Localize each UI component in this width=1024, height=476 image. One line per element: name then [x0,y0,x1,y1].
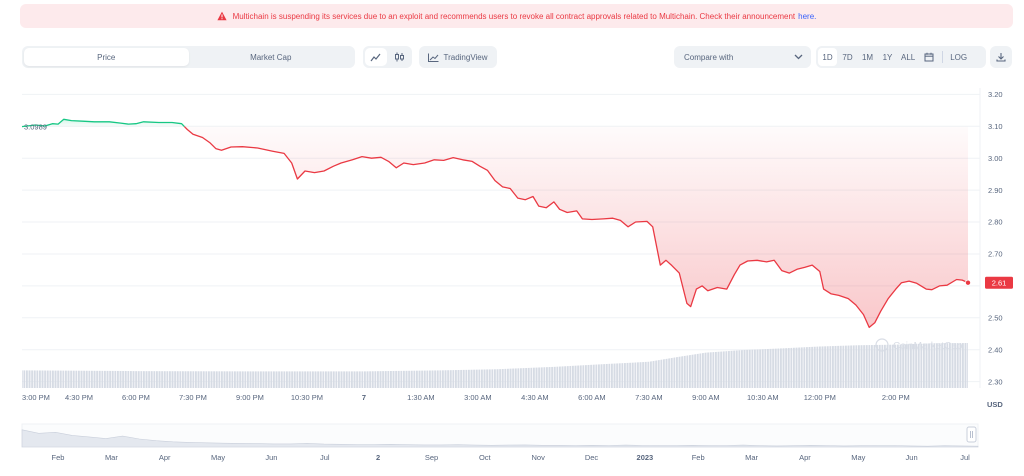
range-1d[interactable]: 1D [818,48,837,66]
overview-month-label: Feb [52,453,65,462]
overview-month-label: May [211,453,225,462]
overview-month-label: Jul [320,453,330,462]
alert-message: Multichain is suspending its services du… [233,12,817,21]
download-button[interactable] [990,46,1012,68]
overview-month-label: 2023 [637,453,654,462]
x-tick-label: 6:00 PM [122,393,150,402]
candlestick-button[interactable] [389,48,411,66]
x-tick-label: 7 [362,393,366,402]
y-tick-label: 2.90 [988,186,1003,195]
open-price-label: 3.0989 [24,122,47,131]
x-axis: 3:00 PM 4:30 PM 6:00 PM 7:30 PM 9:00 PM 10:30… [22,393,910,402]
y-tick-label: 3.00 [988,154,1003,163]
overview-month-label: Sep [425,453,438,462]
price-area [22,119,968,328]
price-area-down [184,126,968,328]
price-chart[interactable]: CoinMarketCap 3.203.103.002.902.802.702.… [0,80,1024,412]
price-line-down [183,126,969,329]
calendar-icon [924,52,934,62]
alert-banner: Multichain is suspending its services du… [20,4,1013,28]
download-icon [996,53,1006,62]
x-tick-label: 9:00 PM [236,393,264,402]
warning-icon [217,11,227,21]
x-tick-label: 3:00 PM [22,393,50,402]
tab-market-cap[interactable]: Market Cap [250,52,292,62]
line-chart-icon [370,53,381,61]
tradingview-button[interactable]: TradingView [419,46,497,68]
tradingview-label: TradingView [443,52,488,62]
price-line [21,118,969,329]
open-price-marker: 3.0989 [24,122,47,131]
overview-month-label: Mar [745,453,758,462]
y-tick-label: 2.50 [988,313,1003,322]
x-tick-label: 10:30 AM [747,393,779,402]
x-tick-label: 1:30 AM [407,393,435,402]
log-scale-toggle[interactable]: LOG [950,52,968,62]
overview-month-label: Jul [960,453,970,462]
tab-price[interactable]: Price [24,48,189,66]
overview-month-label: Feb [692,453,705,462]
overview-month-labels: Feb Mar Apr May Jun Jul 2 Sep Oct Nov Dec 2023 Feb Ma… [52,453,971,462]
overview-month-label: Jun [906,453,918,462]
y-tick-label: 3.10 [988,122,1003,131]
range-all[interactable]: ALL [901,52,916,62]
x-tick-label: 7:30 PM [179,393,207,402]
metric-toggle: Price Market Cap [22,46,355,68]
currency-label: USD [987,400,1003,409]
overview-month-label: Mar [105,453,118,462]
x-tick-label: 7:30 AM [635,393,663,402]
current-price-marker: 2.61 [965,276,1013,289]
navigator-handle[interactable] [966,426,977,443]
candlestick-icon [394,52,404,62]
y-tick-label: 2.40 [988,345,1003,354]
y-tick-label: 2.30 [988,377,1003,386]
overview-month-label: Apr [799,453,811,462]
x-tick-label: 2:00 PM [882,393,910,402]
range-1m[interactable]: 1M [861,52,874,62]
overview-month-label: May [851,453,865,462]
range-divider [942,51,944,63]
volume-area [22,343,968,388]
overview-navigator[interactable]: Feb Mar Apr May Jun Jul 2 Sep Oct Nov Dec 2023 Feb Ma… [0,420,1024,476]
x-tick-label: 4:30 PM [65,393,93,402]
price-line-up [21,118,185,128]
overview-month-label: Dec [585,453,599,462]
announcement-link[interactable]: here. [798,11,817,21]
overview-month-label: Jun [265,453,277,462]
chart-type-toggle [363,46,412,68]
range-7d[interactable]: 7D [842,52,853,62]
x-tick-label: 3:00 AM [464,393,492,402]
y-tick-label: 2.70 [988,250,1003,259]
overview-month-label: Nov [532,453,546,462]
range-selector: 1D 7D 1M 1Y ALL LOG [816,46,986,68]
compare-label: Compare with [684,52,734,62]
x-tick-label: 12:00 PM [804,393,836,402]
compare-dropdown[interactable]: Compare with [674,46,811,68]
tradingview-chart-icon [428,53,439,62]
y-tick-label: 3.20 [988,90,1003,99]
overview-month-label: Oct [479,453,492,462]
x-tick-label: 6:00 AM [578,393,606,402]
range-1y[interactable]: 1Y [882,52,893,62]
overview-area [21,429,979,448]
overview-month-label: 2 [376,453,380,462]
x-tick-label: 4:30 AM [521,393,549,402]
volume-bars [22,343,968,388]
x-tick-label: 10:30 PM [291,393,323,402]
current-price-dot [965,279,972,286]
date-range-button[interactable] [919,48,938,66]
overview-month-label: Apr [159,453,171,462]
line-chart-button[interactable] [365,48,387,66]
chevron-down-icon [794,54,803,60]
current-price-tag [985,276,1013,289]
x-tick-label: 9:00 AM [692,393,720,402]
alert-text: Multichain is suspending its services du… [232,11,796,21]
current-price-label: 2.61 [992,278,1007,287]
y-axis: 3.203.103.002.902.802.702.602.502.402.30 [988,90,1003,386]
y-tick-label: 2.80 [988,218,1003,227]
